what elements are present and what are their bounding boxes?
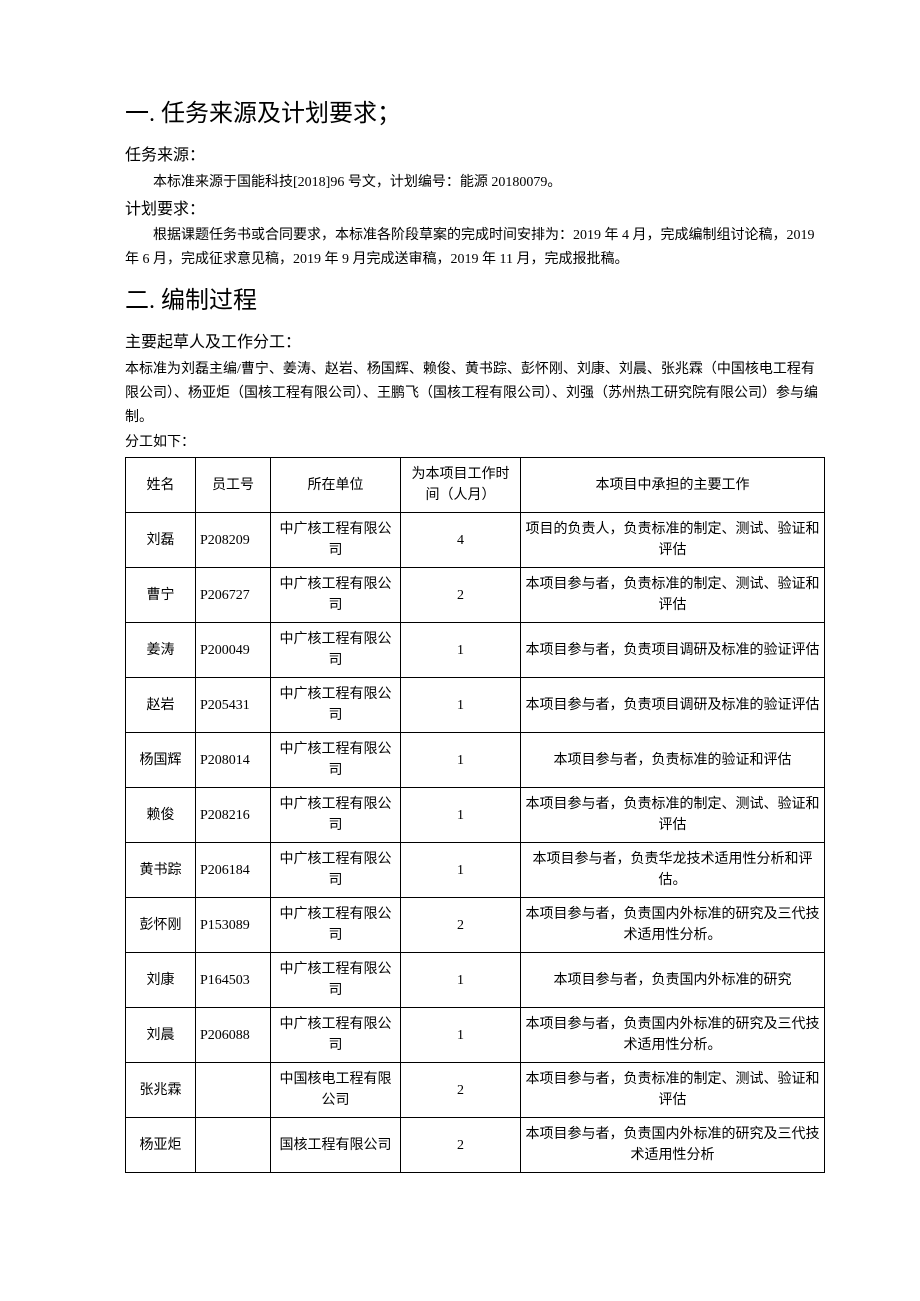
table-row: 黄书踪P206184中广核工程有限公司1本项目参与者，负责华龙技术适用性分析和评… — [126, 843, 825, 898]
table-cell: 1 — [401, 678, 521, 733]
table-row: 张兆霖 中国核电工程有限公司2本项目参与者，负责标准的制定、测试、验证和评估 — [126, 1063, 825, 1118]
table-cell: P164503 — [196, 953, 271, 1008]
section1-sub2: 计划要求： — [125, 197, 825, 223]
section1-para2: 根据课题任务书或合同要求，本标准各阶段草案的完成时间安排为：2019 年 4 月… — [125, 224, 825, 272]
table-row: 刘磊P208209中广核工程有限公司4项目的负责人，负责标准的制定、测试、验证和… — [126, 513, 825, 568]
section1-heading: 一. 任务来源及计划要求； — [125, 95, 825, 133]
table-cell: 曹宁 — [126, 568, 196, 623]
table-cell: P208209 — [196, 513, 271, 568]
section1-para1: 本标准来源于国能科技[2018]96 号文，计划编号：能源 20180079。 — [125, 171, 825, 195]
table-cell: 1 — [401, 623, 521, 678]
table-header-org: 所在单位 — [271, 458, 401, 513]
table-row: 杨亚炬 国核工程有限公司2本项目参与者，负责国内外标准的研究及三代技术适用性分析 — [126, 1118, 825, 1173]
table-cell: 中广核工程有限公司 — [271, 953, 401, 1008]
table-cell: 中广核工程有限公司 — [271, 788, 401, 843]
table-cell: 2 — [401, 1118, 521, 1173]
table-row: 刘康P164503中广核工程有限公司1本项目参与者，负责国内外标准的研究 — [126, 953, 825, 1008]
table-cell: 中国核电工程有限公司 — [271, 1063, 401, 1118]
table-cell: 本项目参与者，负责项目调研及标准的验证评估 — [521, 623, 825, 678]
table-cell: 国核工程有限公司 — [271, 1118, 401, 1173]
section1-sub1: 任务来源： — [125, 143, 825, 169]
table-cell: P200049 — [196, 623, 271, 678]
table-cell: 本项目参与者，负责标准的制定、测试、验证和评估 — [521, 1063, 825, 1118]
table-cell: 姜涛 — [126, 623, 196, 678]
table-cell: 本项目参与者，负责华龙技术适用性分析和评估。 — [521, 843, 825, 898]
table-cell: 2 — [401, 1063, 521, 1118]
table-cell: 彭怀刚 — [126, 898, 196, 953]
table-cell: 刘磊 — [126, 513, 196, 568]
table-cell: 1 — [401, 733, 521, 788]
table-cell: 本项目参与者，负责国内外标准的研究 — [521, 953, 825, 1008]
table-cell: 本项目参与者，负责标准的制定、测试、验证和评估 — [521, 788, 825, 843]
table-cell: P206727 — [196, 568, 271, 623]
table-cell: 1 — [401, 843, 521, 898]
table-row: 刘晨P206088中广核工程有限公司1本项目参与者，负责国内外标准的研究及三代技… — [126, 1008, 825, 1063]
contributors-table: 姓名 员工号 所在单位 为本项目工作时间（人月） 本项目中承担的主要工作 刘磊P… — [125, 457, 825, 1173]
table-cell: 刘康 — [126, 953, 196, 1008]
table-cell: 本项目参与者，负责国内外标准的研究及三代技术适用性分析。 — [521, 898, 825, 953]
table-cell: 本项目参与者，负责国内外标准的研究及三代技术适用性分析。 — [521, 1008, 825, 1063]
table-cell: P208216 — [196, 788, 271, 843]
table-cell: P205431 — [196, 678, 271, 733]
table-cell: 本项目参与者，负责国内外标准的研究及三代技术适用性分析 — [521, 1118, 825, 1173]
table-cell: 本项目参与者，负责项目调研及标准的验证评估 — [521, 678, 825, 733]
table-header-row: 姓名 员工号 所在单位 为本项目工作时间（人月） 本项目中承担的主要工作 — [126, 458, 825, 513]
table-cell: 杨亚炬 — [126, 1118, 196, 1173]
table-cell: 中广核工程有限公司 — [271, 898, 401, 953]
table-cell: 2 — [401, 568, 521, 623]
table-cell: 赖俊 — [126, 788, 196, 843]
table-row: 杨国辉P208014中广核工程有限公司1本项目参与者，负责标准的验证和评估 — [126, 733, 825, 788]
section2-para2: 分工如下： — [125, 431, 825, 455]
table-cell: 杨国辉 — [126, 733, 196, 788]
table-cell: 中广核工程有限公司 — [271, 623, 401, 678]
table-cell: P206088 — [196, 1008, 271, 1063]
table-cell: P208014 — [196, 733, 271, 788]
table-header-id: 员工号 — [196, 458, 271, 513]
section2-heading: 二. 编制过程 — [125, 282, 825, 320]
table-cell: 项目的负责人，负责标准的制定、测试、验证和评估 — [521, 513, 825, 568]
table-cell: P153089 — [196, 898, 271, 953]
table-cell: 赵岩 — [126, 678, 196, 733]
table-cell: 本项目参与者，负责标准的验证和评估 — [521, 733, 825, 788]
table-cell: P206184 — [196, 843, 271, 898]
table-row: 赵岩P205431中广核工程有限公司1本项目参与者，负责项目调研及标准的验证评估 — [126, 678, 825, 733]
table-cell: 1 — [401, 788, 521, 843]
table-row: 姜涛P200049中广核工程有限公司1本项目参与者，负责项目调研及标准的验证评估 — [126, 623, 825, 678]
table-cell: 刘晨 — [126, 1008, 196, 1063]
table-cell — [196, 1118, 271, 1173]
table-cell: 中广核工程有限公司 — [271, 568, 401, 623]
table-header-work: 本项目中承担的主要工作 — [521, 458, 825, 513]
table-cell: 黄书踪 — [126, 843, 196, 898]
table-cell: 中广核工程有限公司 — [271, 513, 401, 568]
table-cell: 张兆霖 — [126, 1063, 196, 1118]
table-cell: 本项目参与者，负责标准的制定、测试、验证和评估 — [521, 568, 825, 623]
table-row: 彭怀刚P153089中广核工程有限公司2本项目参与者，负责国内外标准的研究及三代… — [126, 898, 825, 953]
table-cell: 中广核工程有限公司 — [271, 678, 401, 733]
table-row: 赖俊P208216中广核工程有限公司1本项目参与者，负责标准的制定、测试、验证和… — [126, 788, 825, 843]
table-header-time: 为本项目工作时间（人月） — [401, 458, 521, 513]
table-cell: 中广核工程有限公司 — [271, 733, 401, 788]
table-cell: 中广核工程有限公司 — [271, 1008, 401, 1063]
section2-para1: 本标准为刘磊主编/曹宁、姜涛、赵岩、杨国辉、赖俊、黄书踪、彭怀刚、刘康、刘晨、张… — [125, 358, 825, 429]
table-cell: 1 — [401, 1008, 521, 1063]
section2-sub1: 主要起草人及工作分工： — [125, 330, 825, 356]
table-cell — [196, 1063, 271, 1118]
table-cell: 4 — [401, 513, 521, 568]
table-header-name: 姓名 — [126, 458, 196, 513]
table-row: 曹宁P206727中广核工程有限公司2本项目参与者，负责标准的制定、测试、验证和… — [126, 568, 825, 623]
table-cell: 中广核工程有限公司 — [271, 843, 401, 898]
table-cell: 1 — [401, 953, 521, 1008]
table-cell: 2 — [401, 898, 521, 953]
